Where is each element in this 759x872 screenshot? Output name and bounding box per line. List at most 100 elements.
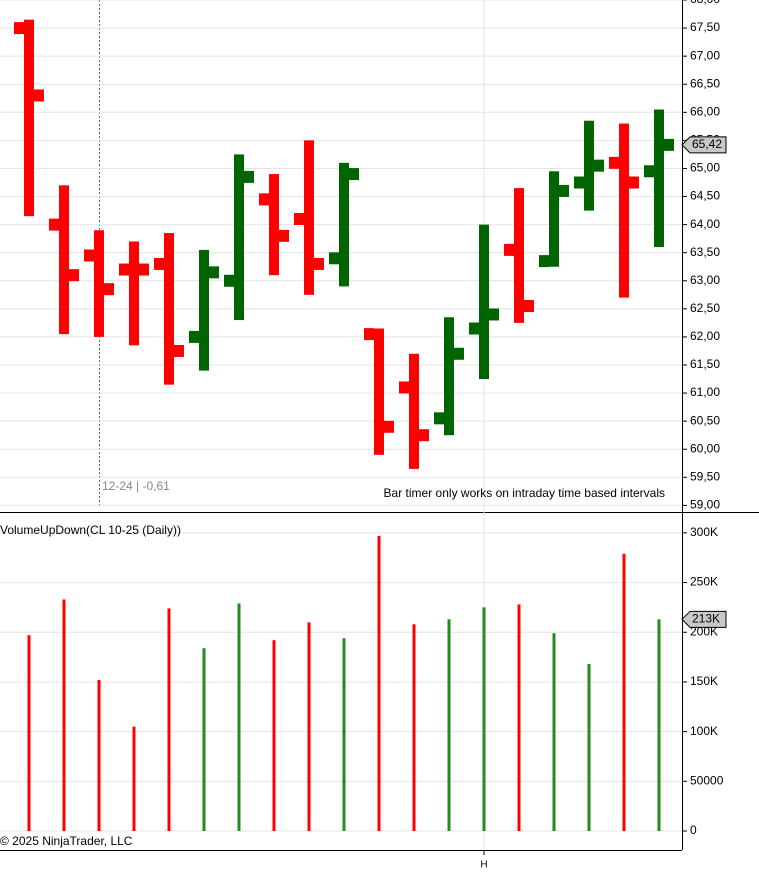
y-tick-label: 0 <box>690 823 697 837</box>
ohlc-open <box>504 243 514 256</box>
y-tick-label: 63,50 <box>690 245 720 259</box>
y-tick-label: 150K <box>690 674 718 688</box>
ohlc-range <box>444 317 454 436</box>
x-tick-label: H <box>480 860 487 871</box>
last-value-label: 65,42 <box>692 137 722 151</box>
ohlc-range <box>409 353 419 469</box>
volume-bar <box>307 622 311 831</box>
ohlc-open <box>259 193 269 206</box>
volume-bar <box>97 679 101 831</box>
ohlc-range <box>374 328 384 455</box>
ohlc-open <box>434 412 444 425</box>
ohlc-close <box>209 266 219 279</box>
volume-bar <box>167 608 171 831</box>
ohlc-close <box>139 263 149 276</box>
ohlc-range <box>654 109 664 248</box>
y-tick-label: 62,00 <box>690 329 720 343</box>
ohlc-close <box>244 170 254 183</box>
y-tick-label: 66,50 <box>690 76 720 90</box>
volume-bar <box>587 664 591 831</box>
ohlc-open <box>119 263 129 276</box>
ohlc-close <box>384 420 394 433</box>
ohlc-open <box>329 252 339 265</box>
ohlc-open <box>49 218 59 231</box>
ohlc-range <box>269 174 279 276</box>
ohlc-range <box>479 224 489 380</box>
y-tick-label: 62,50 <box>690 301 720 315</box>
ohlc-range <box>304 140 314 295</box>
ohlc-close <box>454 347 464 360</box>
ohlc-range <box>514 188 524 323</box>
bar-timer-note: Bar timer only works on intraday time ba… <box>384 486 665 500</box>
ohlc-open <box>84 249 94 262</box>
y-tick-label: 64,50 <box>690 189 720 203</box>
ohlc-range <box>619 123 629 298</box>
ohlc-close <box>594 159 604 172</box>
y-tick-label: 60,00 <box>690 441 720 455</box>
ohlc-open <box>609 156 619 169</box>
ohlc-close <box>279 229 289 242</box>
ohlc-open <box>14 22 24 35</box>
ohlc-open <box>294 213 304 225</box>
volume-bar <box>412 624 416 831</box>
ohlc-open <box>154 257 164 270</box>
ohlc-close <box>524 300 534 313</box>
y-tick-label: 68,00 <box>690 0 720 6</box>
ohlc-open <box>399 381 409 394</box>
ohlc-close <box>419 429 429 442</box>
ohlc-range <box>59 185 69 335</box>
y-tick-label: 60,50 <box>690 413 720 427</box>
ohlc-close <box>629 176 639 189</box>
plot-layer: 59,00 59,50 60,00 60,50 61,00 61,50 62,00 62,50… <box>0 0 727 871</box>
ohlc-close <box>559 184 569 197</box>
copyright: © 2025 NinjaTrader, LLC <box>0 834 133 848</box>
ohlc-close <box>69 269 79 282</box>
ohlc-open <box>189 330 199 343</box>
last-value-marker <box>681 610 727 628</box>
y-tick-label: 250K <box>690 575 718 589</box>
ohlc-range <box>339 162 349 287</box>
volume-bar <box>132 726 136 831</box>
volume-bar <box>62 599 66 831</box>
volume-bar <box>237 603 241 831</box>
ohlc-close <box>664 138 674 151</box>
y-tick-label: 63,00 <box>690 273 720 287</box>
ohlc-open <box>364 328 374 341</box>
y-tick-label: 200K <box>690 624 718 638</box>
y-tick-label: 66,00 <box>690 104 720 118</box>
last-value-label: 213K <box>692 612 720 626</box>
ohlc-range <box>24 19 34 217</box>
ohlc-open <box>539 255 549 268</box>
volume-bar <box>27 635 31 831</box>
y-tick-label: 61,50 <box>690 357 720 371</box>
y-tick-label: 67,50 <box>690 20 720 34</box>
ohlc-range <box>234 154 244 321</box>
volume-bar <box>517 604 521 831</box>
volume-bar <box>447 619 451 831</box>
y-tick-label: 61,00 <box>690 385 720 399</box>
y-tick-label: 100K <box>690 724 718 738</box>
indicator-title: VolumeUpDown(CL 10-25 (Daily)) <box>0 523 181 537</box>
y-tick-label: 50000 <box>690 773 724 787</box>
y-tick-label: 300K <box>690 525 718 539</box>
ohlc-open <box>574 176 584 189</box>
ohlc-open <box>224 274 234 287</box>
volume-bar <box>342 638 346 831</box>
y-tick-label: 64,00 <box>690 217 720 231</box>
volume-bar <box>482 607 486 831</box>
ohlc-open <box>644 165 654 178</box>
crosshair-label: 12-24 | -0,61 <box>102 479 170 493</box>
ohlc-close <box>489 308 499 321</box>
volume-bar <box>552 633 556 831</box>
ohlc-range <box>129 241 139 346</box>
ohlc-close <box>34 89 44 102</box>
y-tick-label: 59,50 <box>690 469 720 483</box>
y-tick-label: 65,00 <box>690 161 720 175</box>
ohlc-range <box>584 120 594 211</box>
ohlc-close <box>104 283 114 296</box>
y-tick-label: 59,00 <box>690 498 720 512</box>
volume-bar <box>377 535 381 831</box>
ohlc-range <box>164 233 174 385</box>
ohlc-range <box>199 249 209 371</box>
